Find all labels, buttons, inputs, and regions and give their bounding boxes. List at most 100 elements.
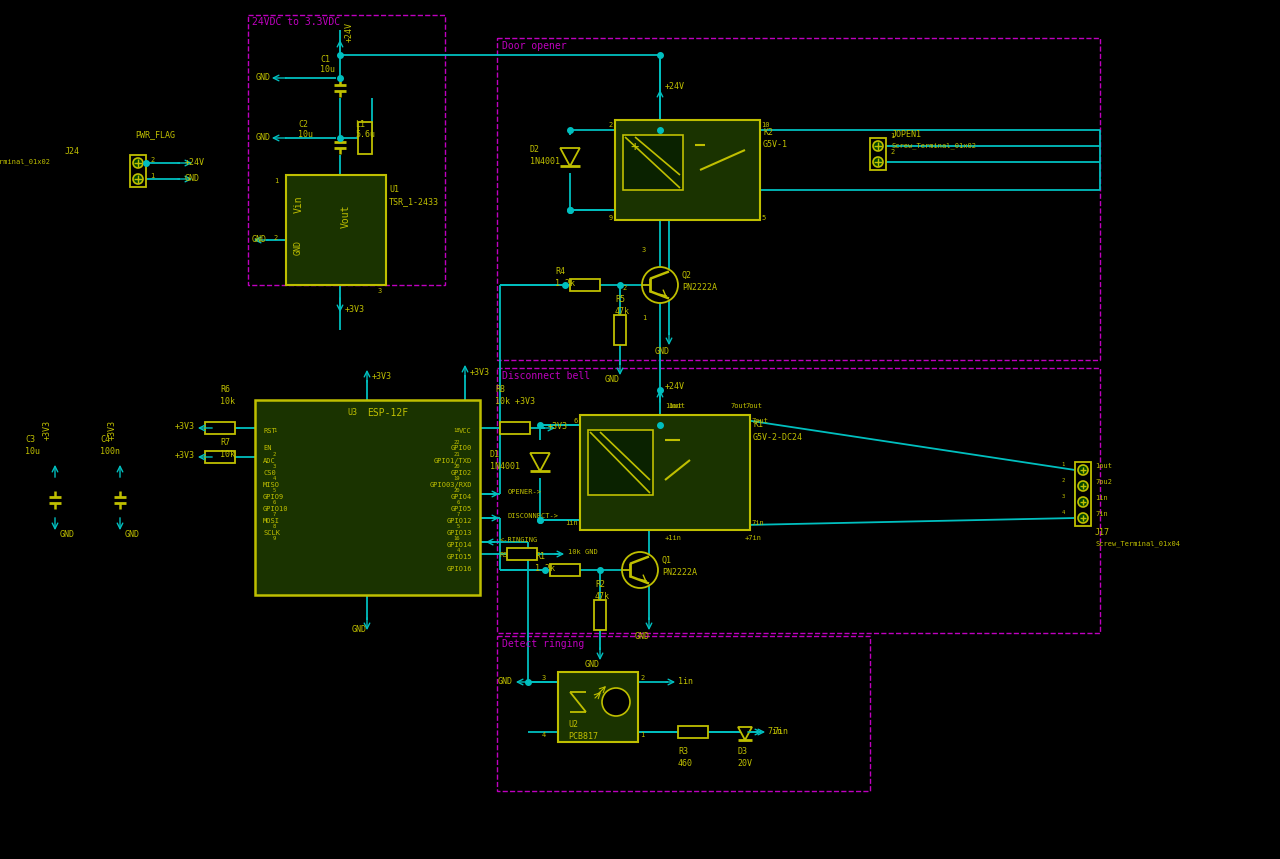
Text: GND: GND <box>252 235 268 244</box>
Text: 16: 16 <box>453 536 460 541</box>
Text: 1: 1 <box>150 173 155 179</box>
Bar <box>507 548 538 560</box>
Text: SCLK: SCLK <box>262 530 280 536</box>
Text: 2: 2 <box>890 149 895 155</box>
Text: 3: 3 <box>378 288 383 294</box>
Text: +1in: +1in <box>666 535 682 541</box>
Text: GPIO15: GPIO15 <box>447 554 472 560</box>
Text: +7in: +7in <box>745 535 762 541</box>
Text: J17: J17 <box>1094 528 1110 537</box>
Bar <box>205 451 236 463</box>
Text: +24V: +24V <box>666 382 685 391</box>
Text: 1N4001: 1N4001 <box>530 157 561 166</box>
Text: 10k GND: 10k GND <box>568 549 598 555</box>
Text: 1: 1 <box>274 178 278 184</box>
Text: 47k: 47k <box>614 307 630 316</box>
Text: 1: 1 <box>643 315 646 321</box>
Text: VCC: VCC <box>460 428 472 434</box>
Circle shape <box>602 688 630 716</box>
Text: 10k: 10k <box>220 450 236 459</box>
Text: OPENER->: OPENER-> <box>508 489 541 495</box>
Text: 1N4001: 1N4001 <box>490 462 520 471</box>
Bar <box>594 600 605 630</box>
Text: 7in: 7in <box>773 727 788 736</box>
Circle shape <box>873 141 883 151</box>
Circle shape <box>1078 497 1088 507</box>
Text: J24: J24 <box>65 147 79 156</box>
Circle shape <box>1078 465 1088 475</box>
Text: K2: K2 <box>763 128 773 137</box>
Text: 10: 10 <box>762 122 769 128</box>
Text: 1: 1 <box>273 428 276 433</box>
Text: K1: K1 <box>753 420 763 429</box>
Text: R9: R9 <box>500 552 508 558</box>
Text: 7out: 7out <box>730 403 748 409</box>
Bar <box>614 120 760 220</box>
Text: GND: GND <box>294 240 303 255</box>
Text: GPIO12: GPIO12 <box>447 518 472 524</box>
Text: Vout: Vout <box>340 205 351 228</box>
Text: MOSI: MOSI <box>262 518 280 524</box>
Text: ADC: ADC <box>262 458 275 464</box>
Text: 10k +3V3: 10k +3V3 <box>495 397 535 406</box>
Text: 9: 9 <box>273 536 276 541</box>
Text: 460: 460 <box>678 759 692 768</box>
Bar <box>570 279 600 291</box>
Text: 6: 6 <box>573 418 579 424</box>
Circle shape <box>133 174 143 184</box>
Text: GPIO03/RXD: GPIO03/RXD <box>430 482 472 488</box>
Text: +3V3: +3V3 <box>44 420 52 440</box>
Text: 3: 3 <box>541 675 547 681</box>
Bar <box>205 422 236 434</box>
Text: 20V: 20V <box>737 759 753 768</box>
Text: Screw_Terminal_01x04: Screw_Terminal_01x04 <box>1094 540 1180 546</box>
Text: 4: 4 <box>457 548 460 553</box>
Text: GND: GND <box>498 677 513 686</box>
Bar <box>500 422 530 434</box>
Bar <box>614 315 626 345</box>
Text: GPIO5: GPIO5 <box>451 506 472 512</box>
Text: 9: 9 <box>609 215 613 221</box>
Text: 3: 3 <box>643 247 646 253</box>
Text: GND: GND <box>186 174 200 183</box>
Text: 1out: 1out <box>666 403 682 409</box>
Text: R4: R4 <box>556 267 564 276</box>
Text: Disconnect bell: Disconnect bell <box>502 371 590 381</box>
Text: MISO: MISO <box>262 482 280 488</box>
Circle shape <box>643 267 678 303</box>
Bar <box>550 564 580 576</box>
Text: 2: 2 <box>622 285 626 291</box>
Bar <box>580 415 750 530</box>
Text: GPIO1/TXD: GPIO1/TXD <box>434 458 472 464</box>
Text: R3: R3 <box>678 747 689 756</box>
Text: 4: 4 <box>273 476 276 481</box>
Text: 7: 7 <box>457 512 460 517</box>
Text: 4: 4 <box>1061 510 1065 515</box>
Text: GPIO14: GPIO14 <box>447 542 472 548</box>
Text: GPIO4: GPIO4 <box>451 494 472 500</box>
Text: 47k: 47k <box>595 592 611 601</box>
Text: 5.6u: 5.6u <box>355 130 375 139</box>
Text: 7ou2: 7ou2 <box>1094 479 1112 485</box>
Bar <box>131 155 146 187</box>
Text: +3V3: +3V3 <box>108 420 116 440</box>
Text: C1: C1 <box>320 55 330 64</box>
Bar <box>248 15 445 285</box>
Text: R5: R5 <box>614 295 625 304</box>
Bar <box>285 175 387 285</box>
Text: +3V3: +3V3 <box>346 305 365 314</box>
Bar <box>358 122 372 154</box>
Text: 7out: 7out <box>745 403 762 409</box>
Text: GPIO13: GPIO13 <box>447 530 472 536</box>
Text: +24V: +24V <box>186 158 205 167</box>
Text: 2: 2 <box>1061 478 1065 483</box>
Text: Q1: Q1 <box>662 556 672 565</box>
Text: GND: GND <box>256 133 271 142</box>
Circle shape <box>1078 513 1088 523</box>
Text: PN2222A: PN2222A <box>662 568 698 577</box>
Text: +3V3: +3V3 <box>175 451 195 460</box>
Text: 21: 21 <box>453 452 460 457</box>
Text: Screw_Terminal_01x02: Screw_Terminal_01x02 <box>892 142 977 149</box>
Text: 8: 8 <box>273 524 276 529</box>
Text: 2: 2 <box>150 157 155 163</box>
